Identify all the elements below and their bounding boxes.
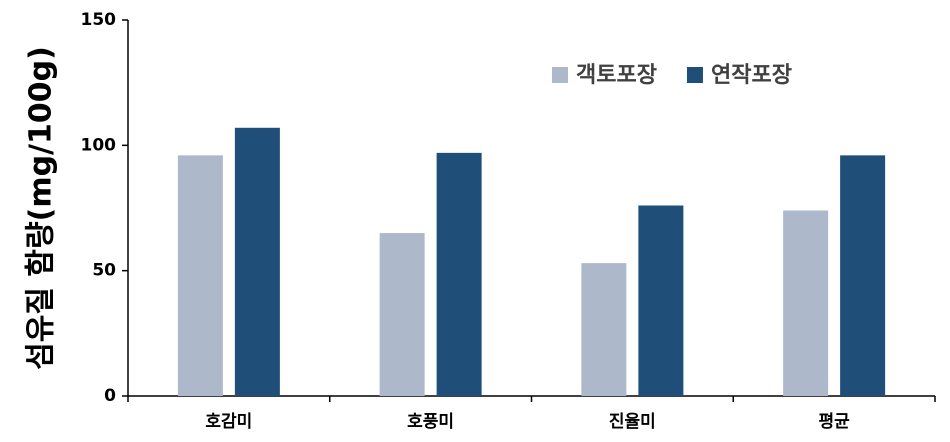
y-axis-label: 섬유질 함량(mg/100g): [24, 46, 59, 370]
bar: [638, 205, 684, 396]
y-tick-label: 150: [81, 10, 117, 30]
bar: [436, 152, 482, 396]
bar: [840, 155, 886, 396]
x-tick-label: 진율미: [609, 412, 656, 432]
bar: [379, 233, 425, 396]
legend-label: 객토포장: [576, 63, 657, 88]
bar: [783, 210, 829, 396]
legend-swatch: [686, 67, 703, 83]
bar: [581, 263, 627, 396]
x-tick-label: 호감미: [205, 412, 252, 432]
y-tick-label: 50: [92, 261, 116, 281]
y-tick-label: 0: [104, 386, 116, 406]
y-tick-label: 100: [81, 135, 117, 155]
legend-label: 연작포장: [711, 63, 792, 88]
bar: [234, 127, 280, 396]
legend-swatch: [552, 67, 568, 83]
x-tick-label: 호풍미: [407, 412, 454, 432]
bar: [177, 155, 223, 396]
x-tick-label: 평균: [818, 412, 850, 432]
